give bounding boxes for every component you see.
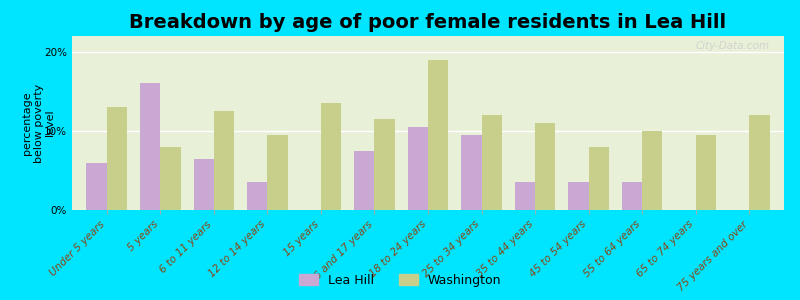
Bar	[622, 182, 642, 210]
Bar	[589, 147, 609, 210]
Bar	[140, 83, 160, 210]
Bar	[214, 111, 234, 210]
Legend: Lea Hill, Washington: Lea Hill, Washington	[295, 270, 505, 291]
Bar	[374, 119, 395, 210]
Bar	[535, 123, 555, 210]
Text: City-Data.com: City-Data.com	[696, 41, 770, 51]
Bar	[696, 135, 716, 210]
Y-axis label: percentage
below poverty
level: percentage below poverty level	[22, 83, 55, 163]
Bar	[568, 182, 589, 210]
Bar	[267, 135, 288, 210]
Bar	[642, 131, 662, 210]
Bar	[160, 147, 181, 210]
Bar	[86, 163, 106, 210]
Bar	[247, 182, 267, 210]
Bar	[461, 135, 482, 210]
Bar	[106, 107, 127, 210]
Bar	[482, 115, 502, 210]
Bar	[194, 159, 214, 210]
Bar	[354, 151, 374, 210]
Bar	[750, 115, 770, 210]
Bar	[408, 127, 428, 210]
Bar	[428, 60, 448, 210]
Bar	[321, 103, 342, 210]
Bar	[514, 182, 535, 210]
Title: Breakdown by age of poor female residents in Lea Hill: Breakdown by age of poor female resident…	[130, 13, 726, 32]
